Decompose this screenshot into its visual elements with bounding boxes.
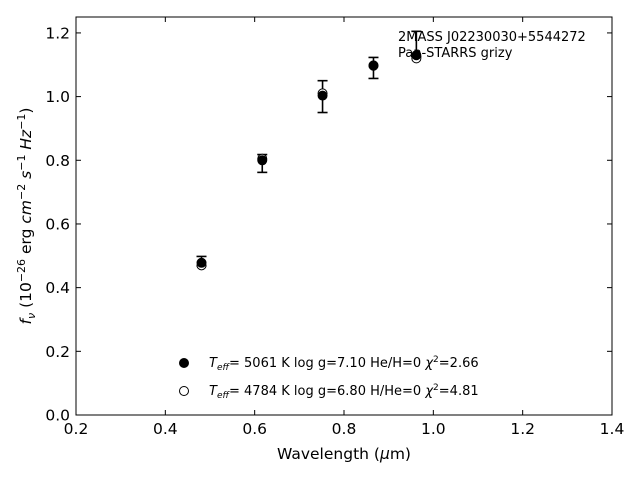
y-tick-label: 1.0: [45, 88, 70, 106]
x-tick-label: 0.6: [242, 420, 267, 438]
y-tick-label: 0.0: [45, 407, 70, 425]
x-tick-label: 0.4: [153, 420, 178, 438]
y-tick-label: 0.8: [45, 152, 70, 170]
legend-entry-2: Teff= 4784 K log g=6.80 H/He=0 χ2=4.81: [209, 383, 479, 401]
y-axis-title: fν (10−26 erg cm−2 s−1 Hz−1): [15, 108, 38, 325]
annotation-object-name: 2MASS J02230030+5544272: [398, 30, 586, 45]
annotation-survey: Pan-STARRS grizy: [398, 46, 513, 61]
legend-entry-1: Teff= 5061 K log g=7.10 He/H=0 χ2=2.66: [209, 355, 479, 373]
y-tick-label: 0.6: [45, 215, 70, 233]
legend-marker-filled: [179, 358, 189, 368]
x-axis-title: Wavelength (μm): [277, 445, 411, 463]
model-point-filled: [368, 60, 379, 71]
model-point-filled: [257, 155, 268, 166]
y-tick-label: 1.2: [45, 24, 70, 42]
x-tick-label: 0.2: [64, 420, 89, 438]
legend-marker-open: [179, 386, 189, 396]
model-point-filled: [196, 257, 207, 268]
model-point-filled: [411, 50, 422, 61]
x-tick-label: 0.8: [332, 420, 357, 438]
y-tick-label: 0.2: [45, 343, 70, 361]
model-point-filled: [317, 90, 328, 101]
x-tick-label: 1.0: [421, 420, 446, 438]
x-tick-label: 1.2: [510, 420, 535, 438]
x-tick-label: 1.4: [600, 420, 625, 438]
legend: Teff= 5061 K log g=7.10 He/H=0 χ2=2.66 T…: [179, 355, 479, 401]
y-tick-label: 0.4: [45, 279, 70, 297]
